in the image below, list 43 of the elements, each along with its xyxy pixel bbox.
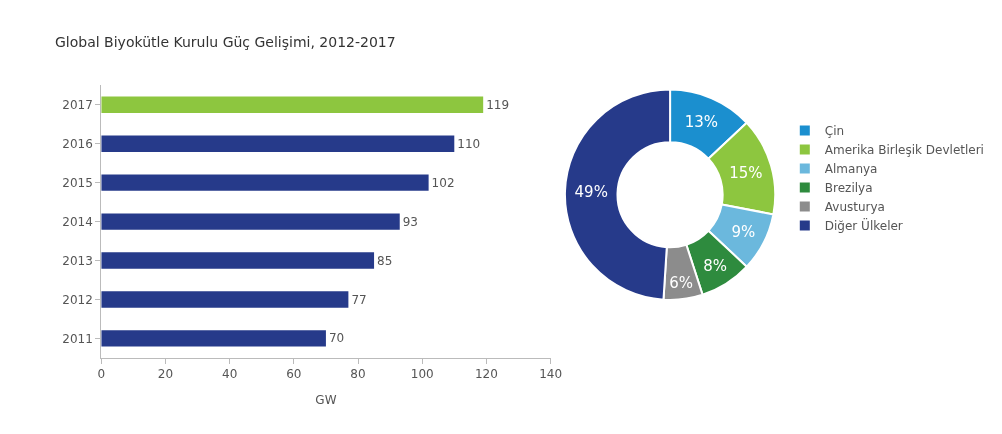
data-label: 119 — [486, 97, 510, 112]
y-tick-label: 2014 — [62, 214, 93, 229]
x-tick-label: 20 — [157, 367, 174, 382]
legend-label: Diğer Ülkeler — [824, 217, 903, 234]
bar — [101, 135, 455, 152]
data-label: 49% — [574, 183, 608, 202]
data-label: 93 — [402, 214, 419, 229]
data-label: 70 — [328, 331, 345, 346]
x-axis-title: GW — [315, 393, 337, 408]
y-tick-label: 2011 — [62, 331, 93, 346]
chart-title: Global Biyokütle Kurulu Güç Gelişimi, 2012-2017 — [55, 34, 396, 50]
bar — [101, 213, 400, 230]
x-tick-label: 40 — [222, 367, 238, 382]
data-label: 85 — [377, 253, 393, 268]
data-label: 9% — [731, 223, 756, 242]
legend-label: Almanya — [824, 162, 878, 177]
x-tick-label: 100 — [410, 367, 434, 382]
bar — [101, 330, 326, 347]
x-tick-label: 60 — [286, 367, 302, 382]
x-tick-label: 140 — [539, 367, 563, 382]
legend-label: Amerika Birleşik Devletleri — [824, 143, 984, 158]
legend-label: Çin — [824, 124, 845, 139]
y-tick-label: 2016 — [62, 136, 93, 151]
bar — [101, 174, 429, 191]
data-label: 110 — [457, 136, 481, 151]
bar — [101, 291, 349, 308]
x-tick-label: 0 — [97, 367, 106, 382]
y-tick-label: 2013 — [62, 253, 93, 268]
y-tick-label: 2015 — [62, 175, 93, 190]
legend-label: Avusturya — [824, 200, 885, 215]
data-label: 13% — [684, 113, 719, 132]
y-tick-label: 2017 — [62, 97, 93, 112]
data-label: 77 — [351, 292, 367, 307]
data-label: 6% — [669, 273, 694, 292]
y-tick-label: 2012 — [62, 292, 93, 307]
data-label: 8% — [703, 256, 728, 275]
x-tick-label: 120 — [474, 367, 498, 382]
legend-label: Brezilya — [824, 181, 873, 196]
x-tick-label: 80 — [350, 367, 366, 382]
bar — [101, 96, 484, 113]
bar — [101, 252, 375, 269]
data-label: 102 — [431, 175, 455, 190]
data-label: 15% — [729, 163, 763, 182]
